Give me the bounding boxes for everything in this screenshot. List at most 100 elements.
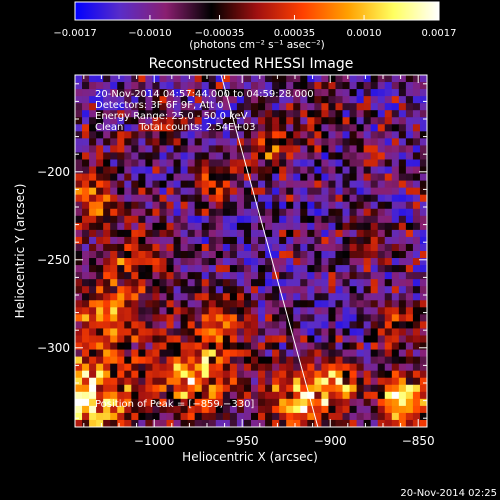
heatmap-cell bbox=[194, 419, 203, 427]
heatmap-cell bbox=[412, 328, 421, 336]
heatmap-cell bbox=[222, 398, 231, 407]
heatmap-cell bbox=[173, 258, 181, 266]
heatmap-cell bbox=[145, 222, 153, 231]
heatmap-cell bbox=[314, 131, 322, 139]
heatmap-cell bbox=[251, 187, 259, 196]
heatmap-cell bbox=[272, 391, 280, 400]
heatmap-cell bbox=[335, 328, 343, 336]
heatmap-cell bbox=[159, 222, 167, 231]
heatmap-cell bbox=[201, 187, 210, 196]
heatmap-cell bbox=[405, 222, 414, 231]
heatmap-cell bbox=[236, 412, 245, 421]
heatmap-cell bbox=[82, 349, 90, 357]
heatmap-cell bbox=[117, 138, 125, 146]
heatmap-cell bbox=[229, 180, 238, 189]
heatmap-cell bbox=[279, 222, 287, 231]
heatmap-cell bbox=[272, 363, 280, 372]
heatmap-cell bbox=[328, 96, 336, 104]
heatmap-cell bbox=[131, 377, 139, 386]
heatmap-cell bbox=[96, 180, 104, 189]
heatmap-cell bbox=[180, 229, 189, 238]
heatmap-cell bbox=[187, 89, 196, 97]
heatmap-cell bbox=[89, 363, 97, 372]
heatmap-cell bbox=[279, 328, 287, 336]
heatmap-cell bbox=[82, 145, 90, 153]
heatmap-cell bbox=[229, 412, 238, 421]
heatmap-cell bbox=[194, 342, 203, 350]
heatmap-cell bbox=[103, 103, 111, 111]
heatmap-cell bbox=[370, 152, 379, 160]
heatmap-cell bbox=[82, 236, 90, 245]
heatmap-cell bbox=[138, 384, 146, 393]
heatmap-cell bbox=[293, 251, 301, 259]
heatmap-cell bbox=[405, 286, 414, 294]
heatmap-cell bbox=[117, 398, 125, 407]
heatmap-cell bbox=[110, 398, 118, 407]
heatmap-cell bbox=[173, 117, 181, 125]
heatmap-cell bbox=[335, 117, 343, 125]
heatmap-cell bbox=[159, 180, 167, 189]
heatmap-cell bbox=[208, 342, 217, 350]
heatmap-cell bbox=[258, 363, 266, 372]
heatmap-cell bbox=[236, 180, 245, 189]
heatmap-cell bbox=[96, 145, 104, 153]
heatmap-cell bbox=[110, 335, 118, 343]
heatmap-cell bbox=[258, 356, 266, 365]
heatmap-cell bbox=[243, 159, 252, 167]
heatmap-cell bbox=[293, 419, 301, 427]
heatmap-cell bbox=[370, 279, 379, 287]
heatmap-cell bbox=[82, 152, 90, 160]
heatmap-cell bbox=[307, 222, 315, 231]
heatmap-cell bbox=[236, 279, 245, 287]
heatmap-cell bbox=[272, 293, 280, 301]
heatmap-cell bbox=[152, 110, 160, 118]
heatmap-cell bbox=[356, 272, 365, 280]
heatmap-cell bbox=[391, 335, 400, 343]
heatmap-cell bbox=[363, 145, 372, 153]
heatmap-cell bbox=[215, 138, 224, 146]
heatmap-cell bbox=[236, 75, 245, 83]
heatmap-cell bbox=[145, 201, 153, 210]
heatmap-cell bbox=[180, 215, 189, 224]
heatmap-cell bbox=[349, 236, 357, 245]
heatmap-cell bbox=[138, 222, 146, 231]
heatmap-cell bbox=[398, 208, 407, 217]
heatmap-cell bbox=[356, 180, 365, 189]
heatmap-cell bbox=[321, 117, 329, 125]
heatmap-cell bbox=[328, 419, 336, 427]
heatmap-cell bbox=[405, 363, 414, 372]
heatmap-cell bbox=[166, 166, 174, 174]
heatmap-cell bbox=[258, 251, 266, 259]
heatmap-cell bbox=[75, 293, 83, 301]
heatmap-cell bbox=[152, 138, 160, 146]
heatmap-cell bbox=[356, 412, 365, 421]
heatmap-cell bbox=[110, 342, 118, 350]
heatmap-cell bbox=[159, 75, 167, 83]
heatmap-cell bbox=[201, 405, 210, 414]
heatmap-cell bbox=[384, 103, 393, 111]
heatmap-cell bbox=[180, 363, 189, 372]
heatmap-cell bbox=[166, 328, 174, 336]
heatmap-cell bbox=[117, 279, 125, 287]
heatmap-cell bbox=[405, 152, 414, 160]
heatmap-cell bbox=[236, 229, 245, 238]
heatmap-cell bbox=[307, 110, 315, 118]
heatmap-cell bbox=[110, 117, 118, 125]
chart-title: Reconstructed RHESSI Image bbox=[149, 56, 354, 72]
heatmap-cell bbox=[152, 103, 160, 111]
heatmap-cell bbox=[117, 124, 125, 132]
heatmap-cell bbox=[370, 173, 379, 181]
heatmap-cell bbox=[265, 412, 273, 421]
heatmap-cell bbox=[370, 117, 379, 125]
heatmap-cell bbox=[307, 229, 315, 238]
heatmap-cell bbox=[363, 251, 372, 259]
heatmap-cell bbox=[82, 293, 90, 301]
heatmap-cell bbox=[321, 229, 329, 238]
heatmap-cell bbox=[89, 293, 97, 301]
heatmap-cell bbox=[75, 391, 83, 400]
heatmap-cell bbox=[370, 258, 379, 266]
heatmap-cell bbox=[138, 363, 146, 372]
heatmap-cell bbox=[356, 286, 365, 294]
heatmap-cell bbox=[222, 258, 231, 266]
heatmap-cell bbox=[384, 194, 393, 203]
